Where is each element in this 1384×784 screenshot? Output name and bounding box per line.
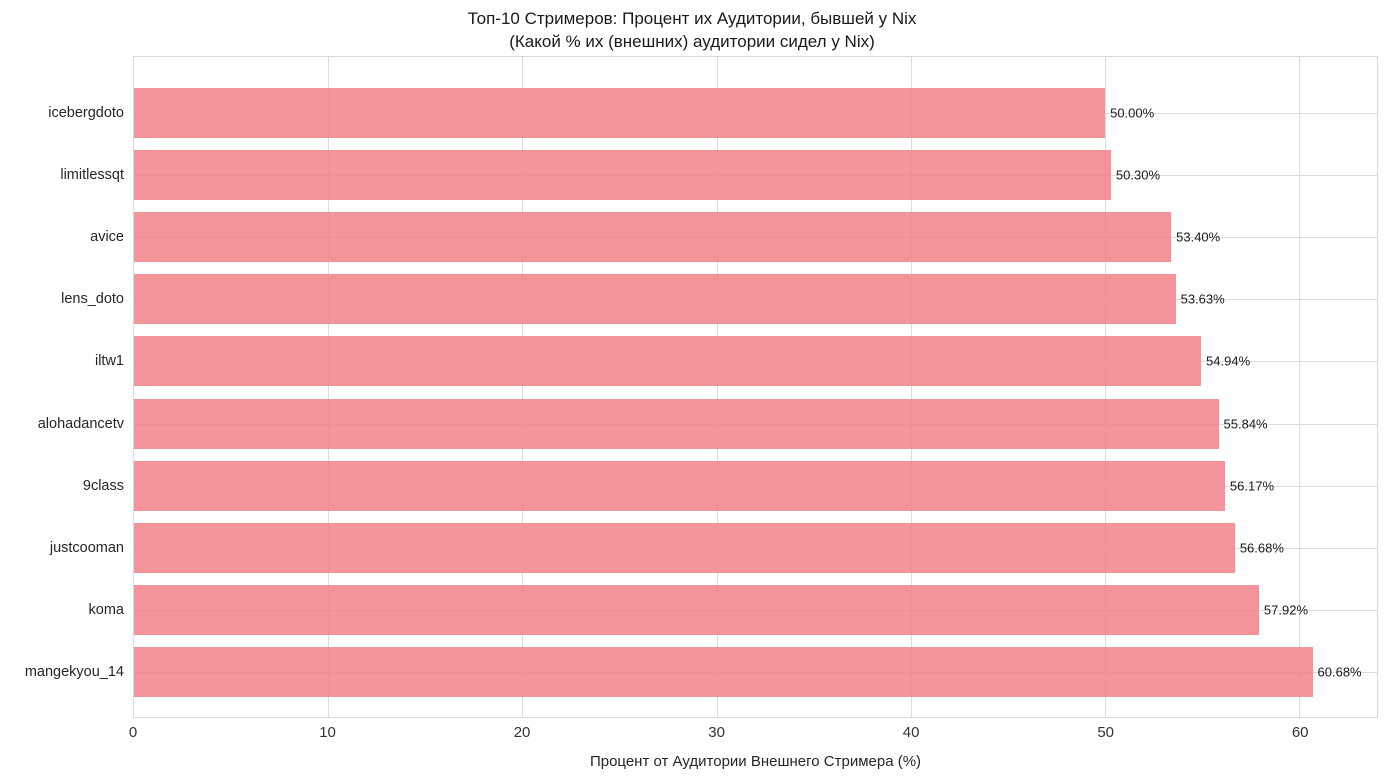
- bar-value-label: 50.00%: [1110, 105, 1155, 121]
- chart-title-line1: Топ-10 Стримеров: Процент их Аудитории, …: [467, 9, 917, 28]
- bar: [134, 274, 1176, 325]
- category-label: koma: [88, 601, 124, 618]
- vertical-gridline: [716, 57, 718, 717]
- bar-row: icebergdoto 50.00%: [48, 82, 1377, 144]
- x-tick-label: 30: [708, 724, 725, 741]
- x-axis-label: Процент от Аудитории Внешнего Стримера (…: [589, 753, 922, 770]
- vertical-gridline: [910, 57, 912, 717]
- category-label: iltw1: [94, 353, 124, 370]
- bar-value-label: 60.68%: [1317, 664, 1362, 680]
- bar: [134, 584, 1259, 635]
- vertical-gridline: [1105, 57, 1107, 717]
- x-tick-label: 0: [128, 724, 138, 741]
- vertical-gridline: [522, 57, 524, 717]
- bar: [134, 398, 1219, 449]
- bar-value-label: 54.94%: [1206, 353, 1251, 369]
- bar-row: lens_doto 53.63%: [61, 268, 1377, 330]
- x-tick-label: 20: [513, 724, 531, 741]
- category-label: icebergdoto: [48, 105, 124, 122]
- chart-title: Топ-10 Стримеров: Процент их Аудитории, …: [0, 7, 1384, 54]
- bar: [134, 522, 1235, 573]
- category-label: alohadancetv: [37, 415, 124, 432]
- bar-value-label: 53.63%: [1180, 291, 1225, 307]
- bar-value-label: 50.30%: [1115, 167, 1160, 183]
- bar: [134, 460, 1225, 511]
- bar-value-label: 53.40%: [1176, 229, 1221, 245]
- bar-row: 9class 56.17%: [83, 455, 1377, 517]
- vertical-gridline: [1299, 57, 1301, 717]
- bar-value-label: 56.68%: [1239, 540, 1284, 556]
- chart-title-line2: (Какой % их (внешних) аудитории сидел у …: [509, 32, 875, 52]
- bar-row: alohadancetv 55.84%: [38, 392, 1377, 454]
- x-axis-ticks: 0 10 20 30 40 50 60: [129, 724, 1378, 744]
- bar: [134, 212, 1172, 263]
- bar: [134, 336, 1202, 387]
- x-tick-label: 10: [319, 724, 336, 741]
- category-label: justcooman: [49, 539, 124, 556]
- bar: [134, 150, 1111, 201]
- bar-value-label: 57.92%: [1263, 602, 1308, 618]
- bar-row: avice 53.40%: [90, 206, 1377, 268]
- bar-value-label: 56.17%: [1229, 478, 1275, 494]
- bar-row: mangekyou_14 60.68%: [25, 641, 1377, 703]
- category-label: lens_doto: [61, 291, 124, 308]
- category-label: limitlessqt: [60, 167, 124, 184]
- category-label: mangekyou_14: [24, 663, 124, 680]
- plot-area: icebergdoto 50.00% limitlessqt 50.30% avice 5…: [25, 56, 1378, 718]
- bar-row: koma 57.92%: [89, 579, 1377, 641]
- x-tick-label: 50: [1097, 724, 1114, 741]
- x-tick-label: 40: [902, 724, 920, 741]
- bar: [134, 646, 1313, 697]
- bar-row: justcooman 56.68%: [50, 517, 1377, 579]
- x-tick-label: 60: [1291, 724, 1309, 741]
- category-label: avice: [90, 229, 124, 246]
- vertical-gridline: [328, 57, 330, 717]
- bar-value-label: 55.84%: [1223, 416, 1268, 432]
- bars-area: icebergdoto 50.00% limitlessqt 50.30% avice 5…: [25, 57, 1377, 717]
- category-label: 9class: [82, 477, 124, 494]
- bar-row: limitlessqt 50.30%: [60, 144, 1377, 206]
- bar-row: iltw1 54.94%: [95, 330, 1377, 392]
- bar: [134, 88, 1106, 139]
